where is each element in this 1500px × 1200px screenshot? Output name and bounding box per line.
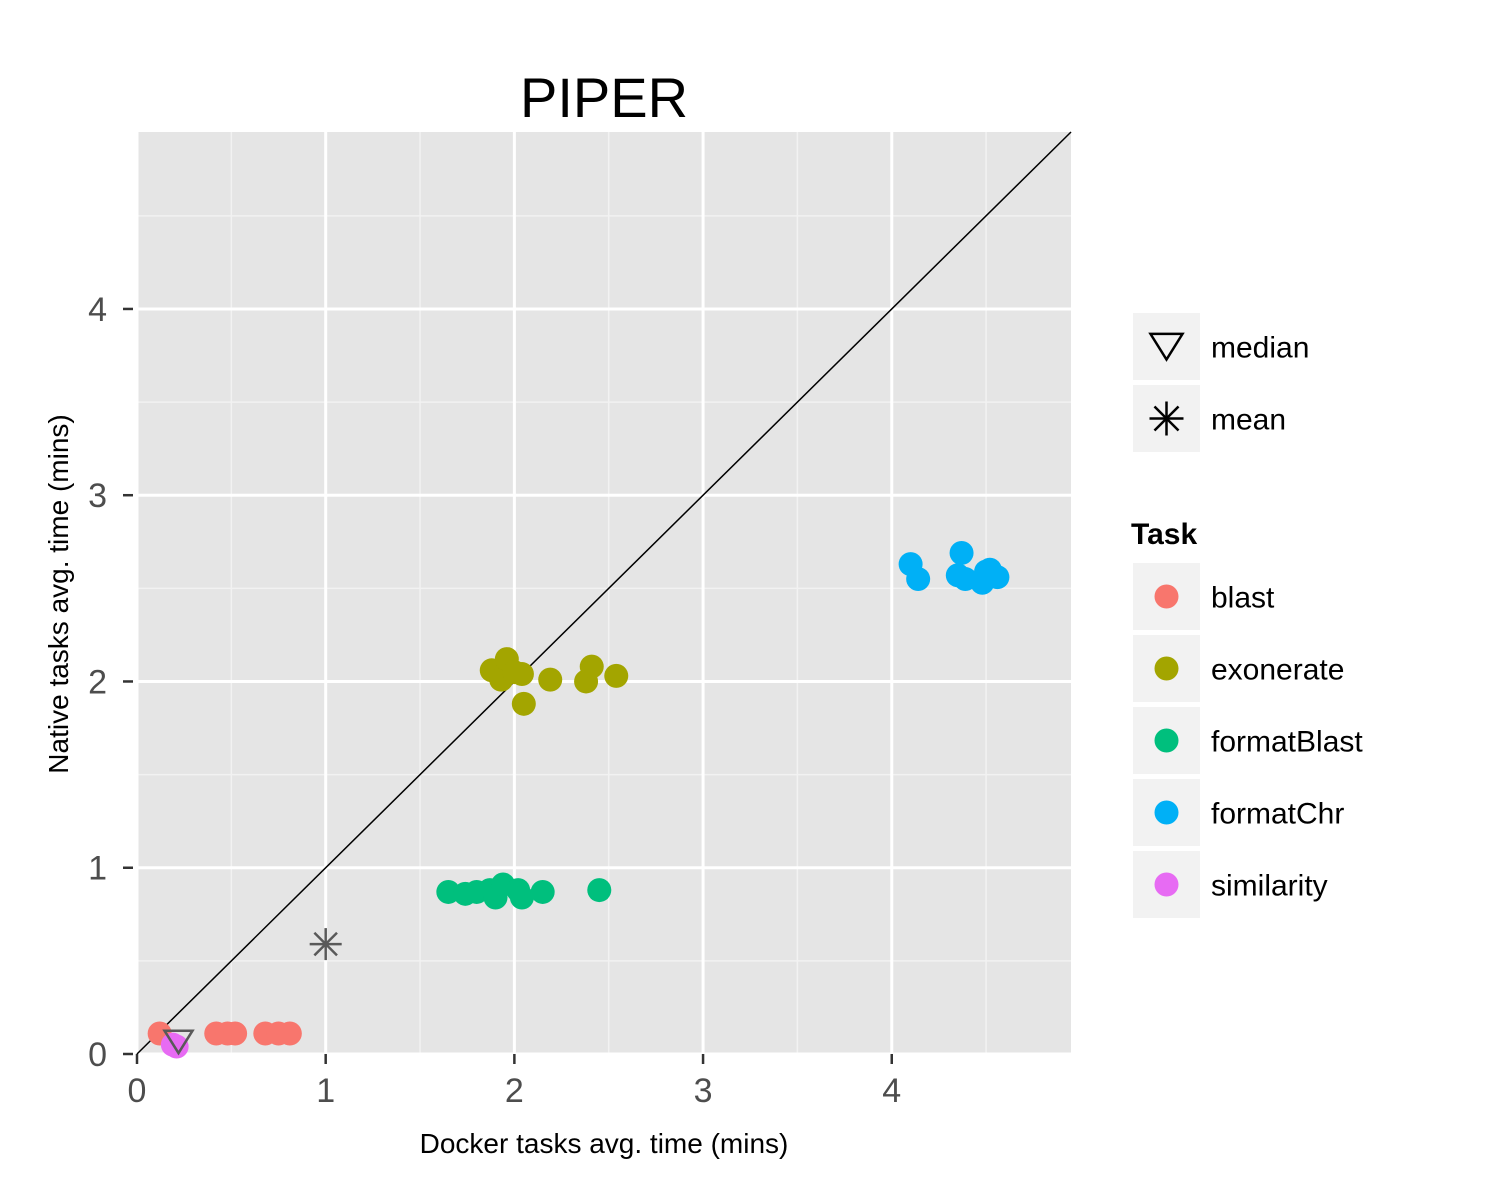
- legend-label-blast: blast: [1211, 582, 1275, 615]
- legend-label-median: median: [1211, 332, 1309, 365]
- data-point-formatBlast: [587, 878, 612, 903]
- x-tick-label: 3: [694, 1072, 713, 1110]
- y-tick-label: 1: [88, 850, 107, 888]
- legend: median mean Task blast exonerate formatBlast f…: [1131, 313, 1363, 918]
- y-tick-label: 3: [88, 477, 107, 515]
- mean-marker: [309, 928, 342, 961]
- data-point-blast: [277, 1021, 302, 1046]
- data-point-formatBlast: [530, 879, 555, 904]
- reference-line-layer: [136, 131, 1072, 1055]
- chart-title: PIPER: [520, 66, 688, 129]
- y-axis-title: Native tasks avg. time (mins): [43, 414, 74, 773]
- legend-label-similarity: similarity: [1211, 870, 1328, 903]
- legend-label-formatBlast: formatBlast: [1211, 726, 1363, 759]
- data-point-exonerate: [511, 691, 536, 716]
- x-tick-label: 1: [316, 1072, 335, 1110]
- y-tick-label: 4: [88, 291, 107, 329]
- y-tick-label: 2: [88, 663, 107, 701]
- legend-mean-icon: [1149, 401, 1184, 436]
- legend-key-median: [1133, 313, 1200, 380]
- data-points: [147, 540, 1010, 1059]
- data-point-formatChr: [985, 565, 1010, 590]
- legend-swatch-blast: [1154, 584, 1179, 609]
- data-point-exonerate: [509, 662, 534, 687]
- grid-lines: [135, 132, 1071, 1056]
- data-point-formatChr: [949, 540, 974, 565]
- x-tick-label: 0: [128, 1072, 147, 1110]
- legend-label-exonerate: exonerate: [1211, 654, 1344, 687]
- legend-swatch-exonerate: [1154, 656, 1179, 681]
- data-point-formatBlast: [509, 885, 534, 910]
- data-point-exonerate: [579, 654, 604, 679]
- x-axis-title: Docker tasks avg. time (mins): [420, 1128, 789, 1159]
- reference-line: [136, 131, 1072, 1055]
- legend-swatch-formatChr: [1154, 800, 1179, 825]
- x-tick-label: 2: [505, 1072, 524, 1110]
- x-tick-label: 4: [882, 1072, 901, 1110]
- median-marker: [162, 1029, 195, 1056]
- y-tick-label: 0: [88, 1036, 107, 1074]
- legend-swatch-similarity: [1154, 872, 1179, 897]
- legend-title: Task: [1131, 518, 1197, 551]
- data-point-exonerate: [604, 663, 629, 688]
- legend-label-formatChr: formatChr: [1211, 798, 1344, 831]
- data-point-blast: [223, 1021, 248, 1046]
- data-point-exonerate: [538, 667, 563, 692]
- axes: 0 1 2 3 4 0 1 2 3 4: [88, 291, 901, 1110]
- legend-label-mean: mean: [1211, 404, 1286, 437]
- data-point-formatChr: [906, 567, 931, 592]
- legend-median-icon: [1148, 332, 1185, 362]
- summary-markers: [162, 928, 342, 1056]
- legend-swatch-formatBlast: [1154, 728, 1179, 753]
